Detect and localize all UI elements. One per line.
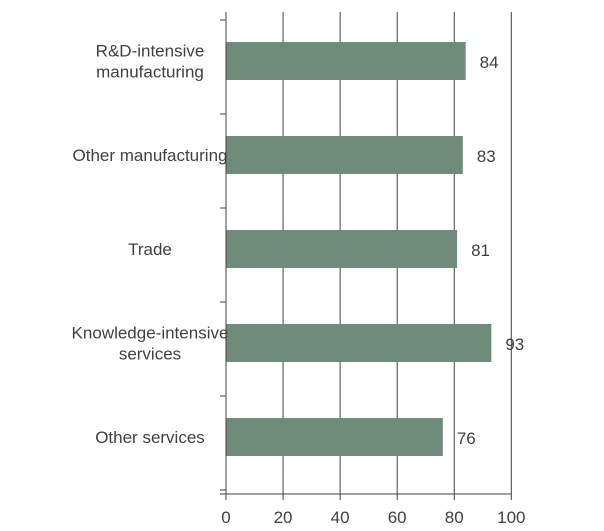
category-label: Other services xyxy=(95,428,205,447)
category-label: R&D-intensive manufacturing xyxy=(96,42,205,82)
x-tick-label: 80 xyxy=(445,508,464,527)
value-label: 76 xyxy=(457,429,476,448)
x-tick-label: 20 xyxy=(274,508,293,527)
category-label: Other manufacturing xyxy=(73,146,228,165)
x-tick-label: 0 xyxy=(221,508,230,527)
value-label: 93 xyxy=(505,335,524,354)
category-label: Trade xyxy=(128,240,172,259)
labels: 0 20 40 60 80 100 84 R&D-intensive manufacturing… xyxy=(72,42,526,528)
axes xyxy=(220,12,512,500)
category-label-line: Other services xyxy=(95,428,205,447)
value-label: 83 xyxy=(477,147,496,166)
value-label: 84 xyxy=(480,53,499,72)
category-label-line: Trade xyxy=(128,240,172,259)
category-label-line: manufacturing xyxy=(96,63,204,82)
category-label-line: services xyxy=(119,345,181,364)
x-tick-label: 40 xyxy=(331,508,350,527)
value-label: 81 xyxy=(471,241,490,260)
x-tick-label: 100 xyxy=(497,508,525,527)
category-label-line: Knowledge-intensive xyxy=(72,324,229,343)
category-label: Knowledge-intensive services xyxy=(72,324,229,364)
x-tick-label: 60 xyxy=(388,508,407,527)
category-label-line: R&D-intensive xyxy=(96,42,205,61)
bar xyxy=(226,324,492,362)
bar xyxy=(226,230,458,268)
bar xyxy=(226,42,466,80)
bar xyxy=(226,136,463,174)
category-label-line: Other manufacturing xyxy=(73,146,228,165)
bars xyxy=(226,42,492,456)
bar xyxy=(226,418,443,456)
